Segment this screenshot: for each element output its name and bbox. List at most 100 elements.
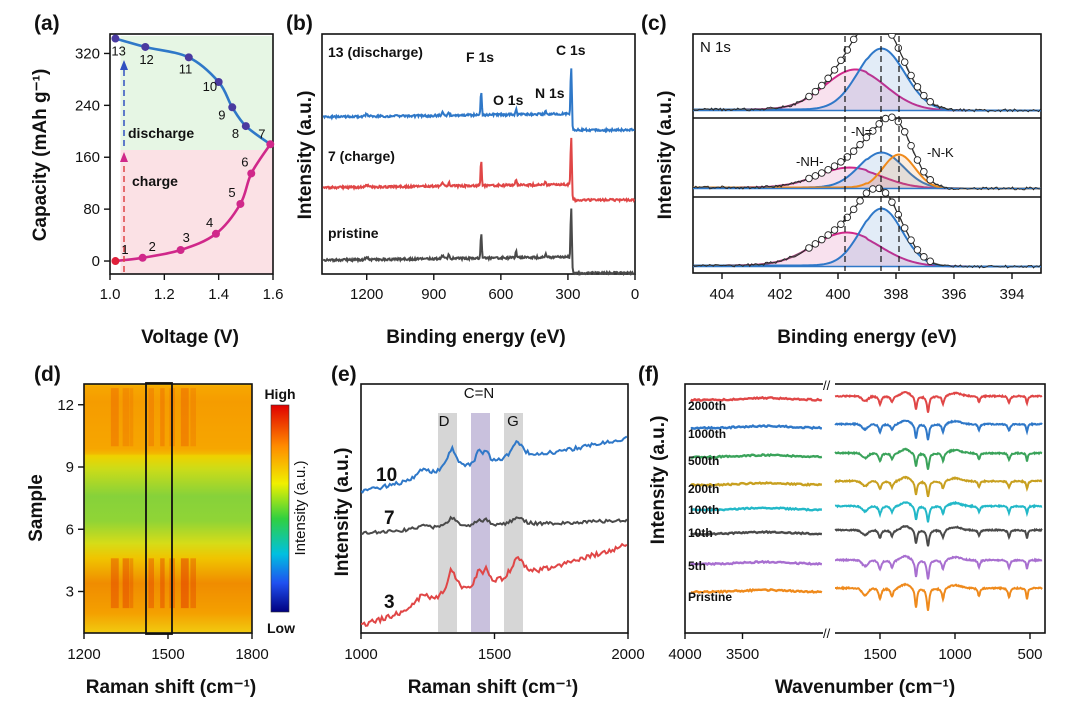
discharge-point — [111, 34, 120, 43]
data-marker — [894, 210, 903, 219]
heat-streak — [160, 388, 165, 447]
colorbar-low: Low — [267, 620, 295, 636]
data-marker — [805, 174, 813, 183]
series-label-10: 10 — [376, 465, 397, 486]
x-tick-label: 404 — [709, 286, 734, 303]
ftir-curve-right — [834, 475, 1043, 498]
x-axis-title: Voltage (V) — [141, 327, 239, 348]
panel-a: 1.0 1.2 1.4 1.6 0 80 160 240 320 discharge charg… — [30, 12, 283, 348]
x-tick-label: 1200 — [67, 646, 100, 663]
heat-band — [84, 386, 252, 455]
data-marker — [926, 97, 934, 106]
component-label-NH: -NH- — [796, 154, 823, 169]
data-marker — [926, 257, 934, 266]
charge-point — [176, 246, 185, 254]
series-label: 5th — [688, 559, 706, 573]
ftir-curve-left — [690, 588, 823, 595]
point-label: 3 — [183, 230, 190, 245]
colorbar-high: High — [264, 386, 295, 402]
charge-label: charge — [132, 173, 178, 189]
component-area — [693, 48, 1041, 111]
y-tick-label: 320 — [75, 45, 100, 62]
point-label: 5 — [228, 185, 235, 200]
peak-label-C1s: C 1s — [556, 42, 586, 58]
heat-streak — [160, 558, 165, 609]
series-label: 1000th — [688, 427, 726, 441]
x-tick-label: 1.2 — [154, 286, 175, 303]
peak-label-F1s: F 1s — [466, 49, 494, 65]
axis-break-gap — [823, 382, 835, 635]
x-tick-label: 400 — [825, 286, 850, 303]
data-marker — [888, 198, 896, 206]
component-area — [693, 208, 1041, 267]
ftir-curve-left — [690, 481, 822, 488]
data-marker — [830, 226, 839, 234]
heat-streak — [110, 388, 119, 447]
data-marker — [837, 220, 845, 228]
data-marker — [870, 15, 877, 22]
data-marker — [843, 213, 852, 222]
component-area — [693, 69, 1041, 111]
heat-streak — [180, 388, 189, 447]
data-marker — [818, 235, 826, 244]
series-label: 10th — [688, 526, 713, 540]
point-label: 6 — [241, 154, 248, 169]
discharge-point — [228, 103, 237, 112]
plot-frame — [692, 33, 1042, 274]
x-axis-title: Raman shift (cm⁻¹) — [86, 677, 257, 698]
highlight-box — [145, 382, 173, 635]
colorbar-title: Intensity (a.u.) — [292, 460, 309, 555]
data-marker — [862, 133, 871, 142]
series-label-7: 7 — [384, 508, 395, 529]
series-label: 100th — [688, 503, 719, 517]
discharge-region — [120, 36, 273, 150]
data-marker — [824, 166, 832, 174]
heat-streak — [148, 558, 154, 609]
component-area — [693, 167, 1041, 189]
spectrum-13-discharge — [322, 68, 635, 134]
data-marker — [913, 156, 922, 164]
data-marker — [907, 236, 915, 244]
y-tick-label: 0 — [92, 253, 100, 270]
data-marker — [811, 87, 820, 96]
data-marker — [869, 127, 877, 135]
ftir-curve-left — [690, 424, 822, 431]
charge-point — [266, 140, 275, 149]
axis-break-mark: // — [823, 378, 831, 393]
plot-frame — [109, 33, 274, 275]
ftir-curve-right — [835, 554, 1043, 580]
ftir-curve-right — [834, 500, 1043, 523]
data-marker — [811, 172, 820, 180]
data-marker — [875, 120, 883, 128]
x-tick-label: 398 — [883, 286, 908, 303]
y-axis-title: Intensity (a.u.) — [648, 416, 669, 545]
x-tick-label: 394 — [999, 286, 1024, 303]
component-area — [693, 232, 1041, 267]
y-axis-title: Intensity (a.u.) — [655, 91, 676, 220]
charge-point — [211, 229, 220, 238]
series-label: 200th — [688, 482, 719, 496]
discharge-point — [214, 78, 223, 86]
point-label: 11 — [179, 61, 193, 76]
x-tick-label: 1.6 — [263, 286, 284, 303]
data-marker — [830, 162, 839, 170]
data-marker — [811, 240, 820, 248]
panel-label-f: (f) — [638, 363, 659, 386]
peak-label-N1s: N 1s — [535, 85, 565, 101]
ftir-curve-left — [690, 530, 823, 537]
data-marker — [837, 56, 845, 65]
y-tick-label: 6 — [66, 521, 74, 538]
y-axis-title: Capacity (mAh g⁻¹) — [30, 69, 51, 242]
data-marker — [900, 224, 909, 232]
data-marker — [857, 26, 864, 33]
y-tick-label: 80 — [83, 201, 100, 218]
component-label-NK: -N-K — [927, 145, 954, 160]
ftir-curve-right — [834, 524, 1043, 547]
point-label: 10 — [203, 79, 217, 94]
y-tick-label: 12 — [57, 397, 74, 414]
data-marker — [849, 147, 858, 155]
x-tick-label: 1000 — [344, 646, 377, 663]
plot-frame — [684, 383, 1046, 634]
heatmap-field — [84, 384, 252, 633]
point-label: 13 — [111, 44, 125, 59]
